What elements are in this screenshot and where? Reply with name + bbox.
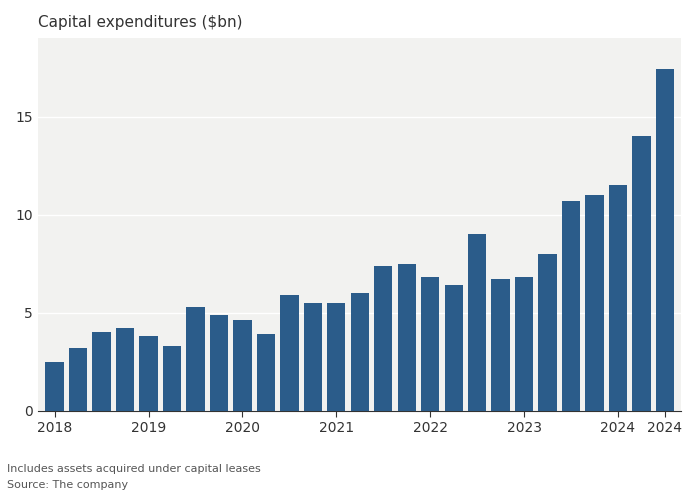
Bar	[327, 303, 346, 410]
Bar	[562, 201, 580, 410]
Bar	[444, 285, 463, 410]
Bar	[585, 195, 603, 410]
Bar	[351, 293, 369, 410]
Bar	[468, 234, 486, 410]
Bar	[632, 136, 650, 410]
Bar	[139, 336, 158, 410]
Text: Capital expenditures ($bn): Capital expenditures ($bn)	[38, 15, 243, 30]
Text: Source: The company: Source: The company	[7, 480, 128, 490]
Text: Includes assets acquired under capital leases: Includes assets acquired under capital l…	[7, 464, 260, 474]
Bar	[609, 185, 627, 410]
Bar	[421, 278, 440, 410]
Bar	[116, 328, 134, 410]
Bar	[280, 295, 298, 410]
Bar	[46, 362, 64, 410]
Bar	[257, 334, 275, 410]
Bar	[398, 264, 416, 410]
Bar	[233, 320, 251, 410]
Bar	[491, 279, 510, 410]
Bar	[92, 332, 111, 410]
Bar	[515, 278, 533, 410]
Bar	[374, 266, 393, 410]
Bar	[163, 346, 181, 410]
Bar	[186, 306, 204, 410]
Bar	[304, 303, 322, 410]
Bar	[210, 314, 228, 410]
Bar	[69, 348, 88, 410]
Bar	[656, 70, 674, 410]
Bar	[538, 254, 557, 410]
